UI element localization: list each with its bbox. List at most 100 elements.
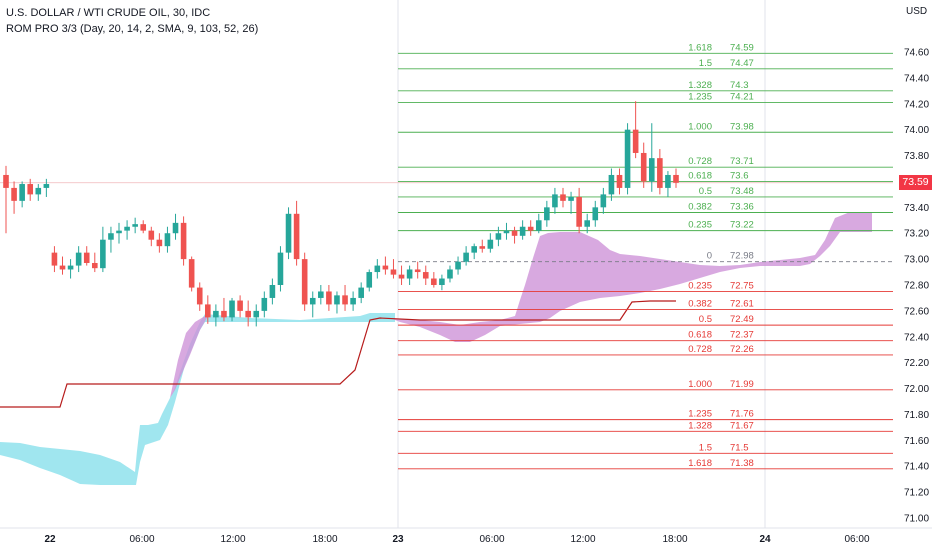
candle-body [584, 220, 591, 227]
fib-down-level-ratio: 1.328 [688, 420, 712, 431]
candle-body [624, 129, 631, 188]
candle-body [390, 269, 397, 275]
time-tick-label: 24 [759, 534, 771, 545]
price-tick-label: 74.20 [904, 99, 929, 110]
symbol-title[interactable]: U.S. DOLLAR / WTI CRUDE OIL, 30, IDC [6, 7, 211, 19]
candle-body [293, 213, 300, 260]
candle-body [640, 152, 647, 182]
candle-body [382, 265, 389, 270]
candle-body [431, 278, 437, 285]
candle-body [27, 184, 34, 195]
candle-body [447, 269, 453, 279]
cloud-bearish [390, 212, 872, 342]
candle-body [552, 194, 558, 208]
candle-body [422, 272, 429, 279]
candle-body [318, 291, 324, 298]
candle-body [350, 297, 356, 305]
fib-up-level-price: 74.47 [730, 58, 754, 69]
fib-zero-level-ratio: 0 [707, 251, 712, 262]
candle-body [188, 259, 195, 288]
candle-body [205, 304, 211, 318]
fib-up-level-ratio: 1.5 [699, 58, 712, 69]
fib-up-level-price: 74.21 [730, 91, 754, 102]
fib-down-level-ratio: 1.618 [688, 458, 712, 469]
price-tick-label: 72.00 [904, 384, 929, 395]
candle-body [277, 252, 284, 285]
fib-down-level-ratio: 1.5 [699, 442, 712, 453]
time-tick-label: 06:00 [844, 534, 869, 545]
candle-body [535, 220, 542, 231]
candle-body [83, 252, 90, 263]
candle-body [600, 194, 607, 208]
chart-legend: U.S. DOLLAR / WTI CRUDE OIL, 30, IDC ROM… [6, 5, 258, 37]
fib-down-level-price: 72.26 [730, 344, 754, 355]
fib-zero-level-price: 72.98 [730, 251, 754, 262]
fib-up-level-ratio: 0.5 [699, 186, 712, 197]
indicator-title[interactable]: ROM PRO 3/3 (Day, 20, 14, 2, SMA, 9, 103… [6, 23, 259, 35]
cloud-bearish-segment [170, 316, 208, 398]
candle-body [148, 230, 155, 240]
fib-up-level-ratio: 1.328 [688, 80, 712, 91]
price-tick-label: 73.80 [904, 151, 929, 162]
candle-body [568, 196, 574, 201]
price-tick-label: 71.60 [904, 436, 929, 447]
candle-body [221, 310, 227, 318]
price-tick-label: 72.40 [904, 332, 929, 343]
fib-down-level-ratio: 0.235 [688, 280, 712, 291]
candle-body [108, 233, 114, 240]
last-price-badge: 73.59 [899, 175, 932, 190]
candle-body [358, 287, 364, 298]
fib-down-level-price: 72.37 [730, 330, 754, 341]
currency-label: USD [906, 6, 928, 17]
candle-body [544, 207, 550, 221]
price-axis-bg [893, 0, 932, 528]
candle-body [196, 287, 203, 305]
candle-body [237, 300, 243, 311]
candle-body [439, 278, 445, 285]
candle-body [35, 187, 42, 195]
time-tick-label: 12:00 [220, 534, 245, 545]
candle-body [576, 196, 582, 227]
fib-up-level-ratio: 0.235 [688, 220, 712, 231]
fib-up-level-ratio: 1.618 [688, 42, 712, 53]
fib-down-level-price: 71.76 [730, 409, 754, 420]
fib-down-level-price: 71.99 [730, 379, 754, 390]
candle-body [519, 226, 526, 236]
fib-up-level-price: 74.59 [730, 42, 754, 53]
candle-body [91, 262, 98, 269]
fib-up-level-ratio: 0.618 [688, 170, 712, 181]
candle-body [269, 285, 276, 298]
candle-body [132, 224, 138, 227]
fib-up-level-price: 73.71 [730, 156, 754, 167]
price-tick-label: 74.00 [904, 125, 929, 136]
fib-up-level-ratio: 1.235 [688, 91, 712, 102]
fib-down-level-price: 71.67 [730, 420, 754, 431]
time-tick-label: 18:00 [312, 534, 337, 545]
fib-up-level-ratio: 0.728 [688, 156, 712, 167]
candle-body [180, 222, 187, 260]
candle-body [59, 265, 66, 270]
candle-body [213, 310, 219, 318]
candlesticks [3, 101, 679, 327]
price-tick-label: 71.40 [904, 462, 929, 473]
candle-body [471, 246, 477, 253]
candle-body [406, 269, 413, 279]
candle-body [648, 158, 655, 182]
candle-body [51, 252, 58, 266]
candle-body [229, 300, 235, 318]
candle-body [116, 230, 122, 234]
price-axis[interactable]: 74.6074.4074.2074.0073.8073.6073.4073.20… [893, 0, 932, 528]
fib-down-level-ratio: 0.728 [688, 344, 712, 355]
fib-down-level-price: 71.38 [730, 458, 754, 469]
candle-body [487, 239, 494, 249]
time-tick-label: 06:00 [129, 534, 154, 545]
fib-up-level-price: 73.22 [730, 220, 754, 231]
time-axis[interactable]: 22 06:00 12:00 18:00 23 06:00 12:00 18:00 24 06:0… [0, 527, 932, 545]
candle-body [463, 252, 469, 262]
price-tick-label: 72.20 [904, 358, 929, 369]
fib-down-level-price: 72.61 [730, 299, 754, 310]
price-tick-label: 74.40 [904, 73, 929, 84]
time-tick-label: 12:00 [570, 534, 595, 545]
